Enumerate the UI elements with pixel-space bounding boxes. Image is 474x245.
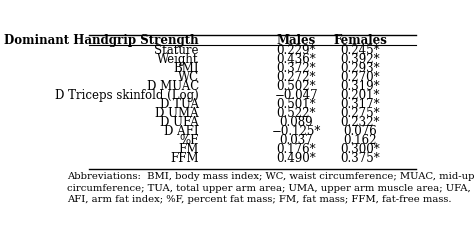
Text: −0.125*: −0.125* xyxy=(272,125,321,138)
Text: 0.319*: 0.319* xyxy=(341,80,380,93)
Text: Females: Females xyxy=(334,34,387,47)
Text: FM: FM xyxy=(179,143,199,156)
Text: 0.245*: 0.245* xyxy=(341,44,380,57)
Text: 0.037: 0.037 xyxy=(279,134,313,147)
Text: 0.300*: 0.300* xyxy=(341,143,380,156)
Text: Dominant Handgrip Strength: Dominant Handgrip Strength xyxy=(4,34,199,47)
Text: Abbreviations:  BMI, body mass index; WC, waist circumference; MUAC, mid-upper a: Abbreviations: BMI, body mass index; WC,… xyxy=(66,172,474,204)
Text: Males: Males xyxy=(276,34,316,47)
Text: D UMA: D UMA xyxy=(155,107,199,120)
Text: 0.372*: 0.372* xyxy=(276,61,316,75)
Text: 0.490*: 0.490* xyxy=(276,152,316,165)
Text: 0.502*: 0.502* xyxy=(276,80,316,93)
Text: 0.176*: 0.176* xyxy=(276,143,316,156)
Text: 0.162: 0.162 xyxy=(344,134,377,147)
Text: 0.270*: 0.270* xyxy=(341,71,380,84)
Text: 0.375*: 0.375* xyxy=(341,152,380,165)
Text: 0.229*: 0.229* xyxy=(276,44,316,57)
Text: 0.232*: 0.232* xyxy=(341,116,380,129)
Text: Weight: Weight xyxy=(157,53,199,66)
Text: Stature: Stature xyxy=(155,44,199,57)
Text: D Triceps skinfold (Log): D Triceps skinfold (Log) xyxy=(55,89,199,102)
Text: 0.501*: 0.501* xyxy=(276,98,316,111)
Text: FFM: FFM xyxy=(170,152,199,165)
Text: 0.436*: 0.436* xyxy=(276,53,316,66)
Text: 0.201*: 0.201* xyxy=(341,89,380,102)
Text: D MUAC: D MUAC xyxy=(146,80,199,93)
Text: D UFA: D UFA xyxy=(160,116,199,129)
Text: 0.076: 0.076 xyxy=(344,125,377,138)
Text: %F: %F xyxy=(180,134,199,147)
Text: WC: WC xyxy=(178,71,199,84)
Text: 0.275*: 0.275* xyxy=(341,107,380,120)
Text: 0.317*: 0.317* xyxy=(341,98,380,111)
Text: D TUA: D TUA xyxy=(160,98,199,111)
Text: 0.272*: 0.272* xyxy=(276,71,316,84)
Text: BMI: BMI xyxy=(173,61,199,75)
Text: 0.522*: 0.522* xyxy=(276,107,316,120)
Text: 0.293*: 0.293* xyxy=(341,61,380,75)
Text: −0.047: −0.047 xyxy=(274,89,318,102)
Text: D AFI: D AFI xyxy=(164,125,199,138)
Text: 0.392*: 0.392* xyxy=(341,53,380,66)
Text: 0.089: 0.089 xyxy=(279,116,313,129)
